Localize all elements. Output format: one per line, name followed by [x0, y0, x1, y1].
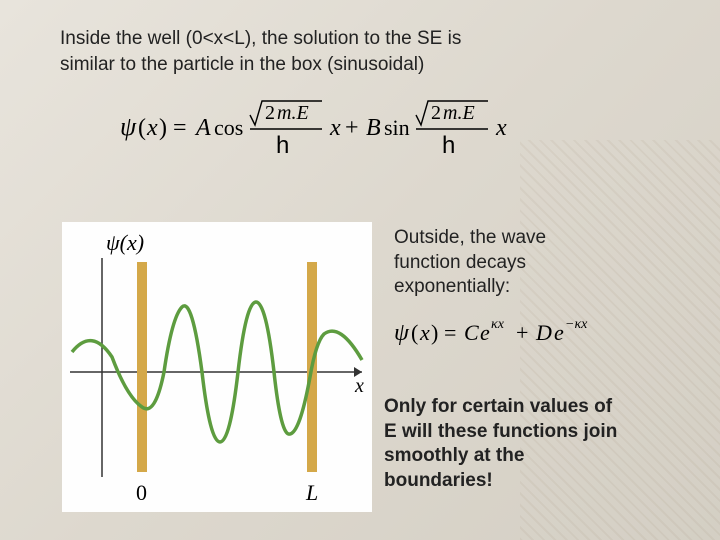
exp-kx2: −κx	[565, 317, 588, 332]
svg-text:m.E: m.E	[277, 102, 309, 124]
intro-line2: similar to the particle in the box (sinu…	[60, 54, 424, 75]
coef-d: D	[535, 320, 552, 345]
exp-e1: e	[480, 320, 490, 345]
barrier-left	[137, 262, 147, 472]
svg-text:=: =	[444, 320, 456, 345]
svg-text:2: 2	[431, 102, 441, 124]
conclusion-line4: boundaries!	[384, 470, 493, 491]
equation-inside-well: ψ ( x ) = A cos 2 m.E h x + B sin	[120, 95, 660, 165]
outside-line1: Outside, the wave	[394, 227, 546, 248]
sin: sin	[384, 115, 410, 140]
cos: cos	[214, 115, 243, 140]
svg-text:m.E: m.E	[443, 102, 475, 124]
conclusion-line3: smoothly at the	[384, 445, 524, 466]
outside-text: Outside, the wave function decays expone…	[394, 226, 674, 300]
sqrt-arg-1: 2	[265, 102, 275, 124]
psi-paren2: )	[159, 115, 167, 141]
x-var-2: x	[495, 115, 507, 141]
coef-a: A	[194, 115, 211, 141]
plus-out: +	[516, 320, 528, 345]
outside-line2: function decays	[394, 252, 526, 273]
origin-label: 0	[136, 480, 147, 505]
hbar-1: h	[276, 132, 289, 159]
x-axis-label: x	[354, 375, 364, 397]
x-var-1: x	[329, 115, 341, 141]
diagram-y-label: ψ(x)	[106, 230, 144, 255]
conclusion-line2: E will these functions join	[384, 421, 617, 442]
exp-kx1: κx	[491, 317, 505, 332]
equation-outside-well: ψ ( x ) = C e κx + D e −κx	[394, 310, 684, 356]
psi-x: x	[146, 115, 158, 141]
hbar-2: h	[442, 132, 455, 159]
intro-line1: Inside the well (0<x<L), the solution to…	[60, 28, 461, 49]
l-label: L	[305, 480, 318, 505]
conclusion-line1: Only for certain values of	[384, 396, 612, 417]
wavefunction-diagram: ψ(x) x 0 L	[62, 222, 372, 512]
coef-c: C	[464, 320, 479, 345]
conclusion-text: Only for certain values of E will these …	[384, 395, 694, 494]
svg-text:x: x	[419, 320, 430, 345]
psi-label: ψ	[120, 112, 137, 141]
sqrt-fraction-2: 2 m.E h	[416, 101, 488, 159]
intro-paragraph: Inside the well (0<x<L), the solution to…	[60, 26, 660, 77]
outside-line3: exponentially:	[394, 276, 510, 297]
svg-text:): )	[431, 320, 438, 345]
plus: +	[345, 115, 359, 141]
psi-paren: (	[138, 115, 146, 141]
exp-e2: e	[554, 320, 564, 345]
equals: =	[173, 115, 187, 141]
sqrt-fraction-1: 2 m.E h	[250, 101, 322, 159]
svg-text:(: (	[411, 320, 418, 345]
coef-b: B	[366, 115, 381, 141]
psi-out: ψ	[394, 320, 410, 346]
